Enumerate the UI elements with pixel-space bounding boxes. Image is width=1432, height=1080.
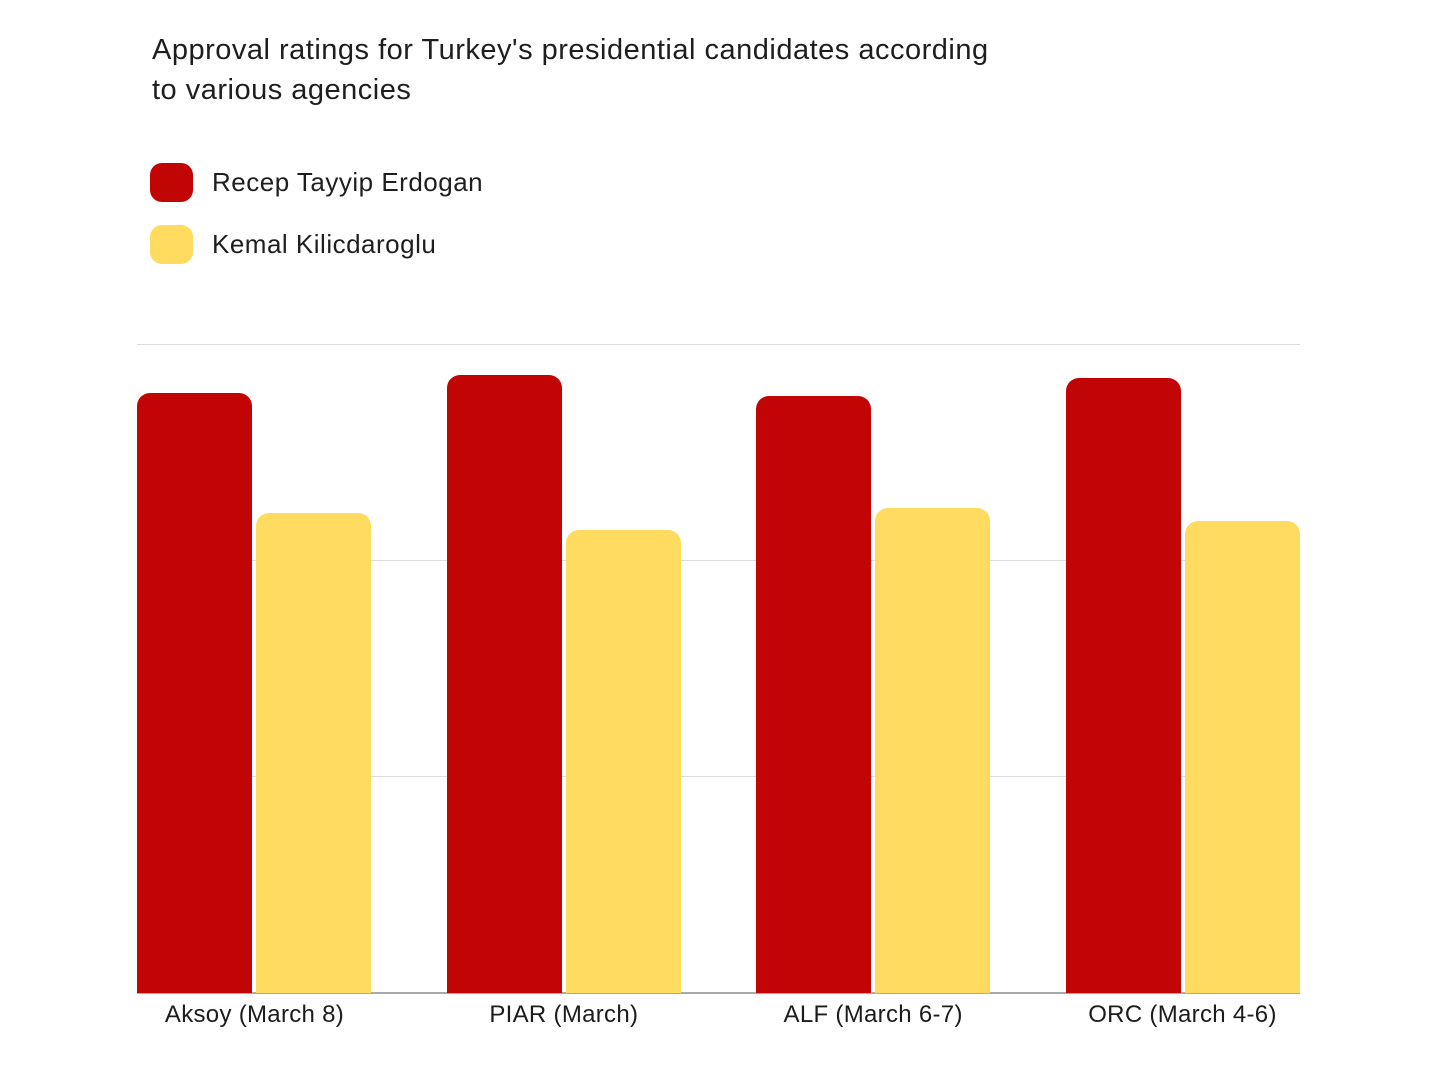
chart-title-line-2: to various agencies bbox=[152, 74, 412, 106]
chart-title: Approval ratings for Turkey's presidenti… bbox=[152, 30, 989, 110]
legend-label-kilicdaroglu: Kemal Kilicdaroglu bbox=[212, 229, 437, 259]
kemal-kilicdaroglu-bar-aksoy-march-8 bbox=[256, 513, 371, 993]
recep-tayyip-erdogan-bar-orc-march-4-6 bbox=[1065, 378, 1181, 993]
x-axis-line bbox=[137, 992, 1300, 994]
legend-item-erdogan: Recep Tayyip Erdogan bbox=[150, 163, 483, 202]
bar-group-piar-march bbox=[446, 375, 681, 993]
kemal-kilicdaroglu-bar-piar-march bbox=[565, 529, 681, 993]
legend-label-erdogan: Recep Tayyip Erdogan bbox=[212, 167, 484, 197]
kemal-kilicdaroglu-bar-alf-march-6-7 bbox=[875, 508, 991, 993]
legend-item-kilicdaroglu: Kemal Kilicdaroglu bbox=[150, 225, 483, 264]
x-axis-label-alf: ALF (March 6-7) bbox=[783, 1001, 963, 1028]
gridline-40 bbox=[137, 560, 1300, 561]
recep-tayyip-erdogan-bar-aksoy-march-8 bbox=[137, 392, 252, 993]
legend-swatch-kilicdaroglu bbox=[150, 225, 193, 264]
bar-groups bbox=[137, 345, 1300, 993]
chart-legend: Recep Tayyip Erdogan Kemal Kilicdaroglu bbox=[150, 163, 483, 264]
kemal-kilicdaroglu-bar-orc-march-4-6 bbox=[1184, 521, 1300, 993]
x-axis-labels: Aksoy (March 8) PIAR (March) ALF (March … bbox=[137, 1001, 1300, 1029]
gridline-20 bbox=[137, 776, 1300, 777]
recep-tayyip-erdogan-bar-alf-march-6-7 bbox=[756, 395, 872, 993]
x-axis-label-aksoy: Aksoy (March 8) bbox=[164, 1001, 345, 1028]
gridline-60 bbox=[137, 344, 1300, 345]
bar-group-aksoy-march-8 bbox=[137, 392, 371, 993]
legend-swatch-erdogan bbox=[150, 163, 193, 202]
bar-group-orc-march-4-6 bbox=[1065, 378, 1300, 993]
recep-tayyip-erdogan-bar-piar-march bbox=[446, 375, 562, 993]
chart-title-line-1: Approval ratings for Turkey's presidenti… bbox=[152, 34, 989, 66]
x-axis-label-orc: ORC (March 4-6) bbox=[1088, 1001, 1277, 1028]
x-axis-label-piar: PIAR (March) bbox=[489, 1001, 639, 1028]
plot-area bbox=[137, 344, 1300, 994]
bar-group-alf-march-6-7 bbox=[756, 395, 991, 993]
